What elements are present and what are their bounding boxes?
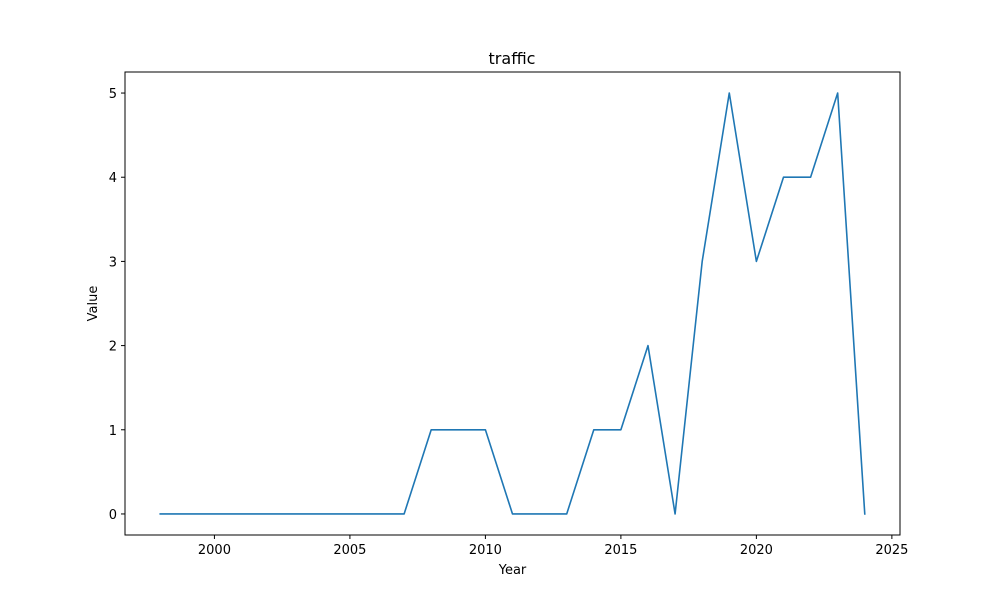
x-tick-label: 2005 [333,543,366,558]
series-line [159,92,866,515]
plot-frame [124,71,901,536]
x-axis: 2000 2005 2010 2015 2020 2025 [198,535,908,558]
y-axis-title: Value [86,286,101,322]
y-axis: 0 1 2 3 4 5 [109,87,125,523]
y-tick-label: 0 [109,508,117,523]
x-tick-label: 2025 [875,543,908,558]
y-tick-label: 3 [109,255,117,270]
chart-title: traffic [489,49,536,68]
x-tick-label: 2010 [469,543,502,558]
x-tick-label: 2020 [740,543,773,558]
y-tick-label: 4 [109,171,117,186]
plot-lines [159,92,866,515]
y-tick-label: 2 [109,340,117,355]
x-tick-label: 2015 [604,543,637,558]
y-tick-label: 1 [109,424,117,439]
x-axis-title: Year [498,563,527,578]
y-tick-label: 5 [109,87,117,102]
x-tick-label: 2000 [198,543,231,558]
